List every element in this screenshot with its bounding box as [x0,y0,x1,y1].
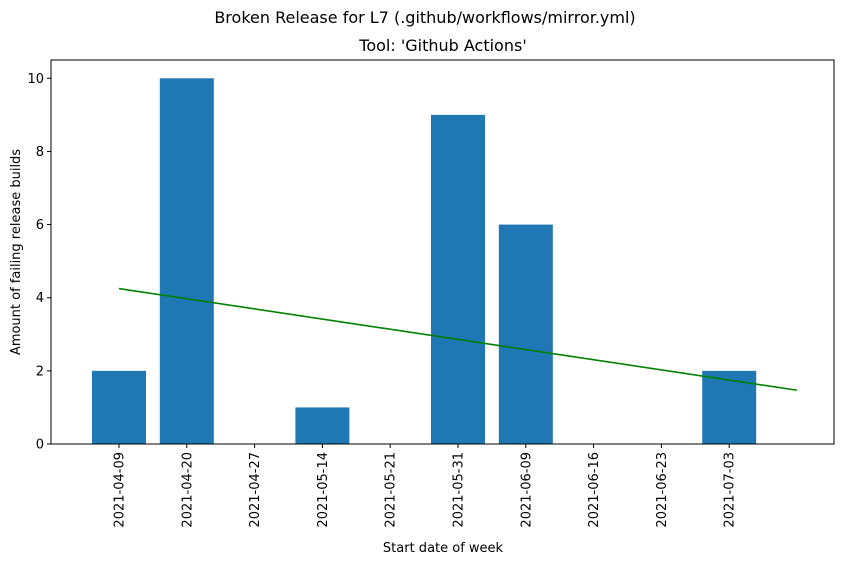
y-tick-label-6: 6 [36,218,44,233]
x-tick-label-2021-05-31: 2021-05-31 [452,452,467,528]
chart-title: Tool: 'Github Actions' [358,36,526,55]
y-tick-label-10: 10 [27,72,44,87]
y-tick-label-0: 0 [36,438,44,453]
bar-2021-05-31 [431,114,485,444]
plot-area: 0 2 4 6 8 10 2021-04-09 2021-04-20 2021-04-27 202… [27,59,835,528]
x-tick-label-2021-04-09: 2021-04-09 [113,452,128,528]
chart-suptitle: Broken Release for L7 (.github/workflows… [214,8,635,27]
plot-frame [50,59,835,445]
x-tick-label-2021-06-23: 2021-06-23 [655,452,670,528]
bar-2021-05-14 [295,407,350,444]
x-tick-label-2021-04-20: 2021-04-20 [180,452,195,528]
bar-2021-04-20 [159,78,214,445]
bar-2021-04-09 [92,370,146,444]
x-axis-label: Start date of week [383,541,504,556]
x-tick-label-2021-06-09: 2021-06-09 [519,452,534,528]
trend-line [118,287,798,392]
y-tick-label-4: 4 [36,291,44,306]
x-tick-label-2021-05-21: 2021-05-21 [384,452,399,528]
y-tick-label-2: 2 [36,364,44,379]
bar-2021-07-03 [702,370,757,444]
x-tick-label-2021-06-16: 2021-06-16 [587,452,602,528]
y-tick-label-8: 8 [36,145,44,160]
x-tick-label-2021-07-03: 2021-07-03 [723,452,738,528]
bar-2021-06-09 [498,224,553,444]
x-tick-label-2021-04-27: 2021-04-27 [248,452,263,528]
y-axis-label: Amount of failing release builds [9,149,24,355]
x-tick-label-2021-05-14: 2021-05-14 [316,452,331,528]
